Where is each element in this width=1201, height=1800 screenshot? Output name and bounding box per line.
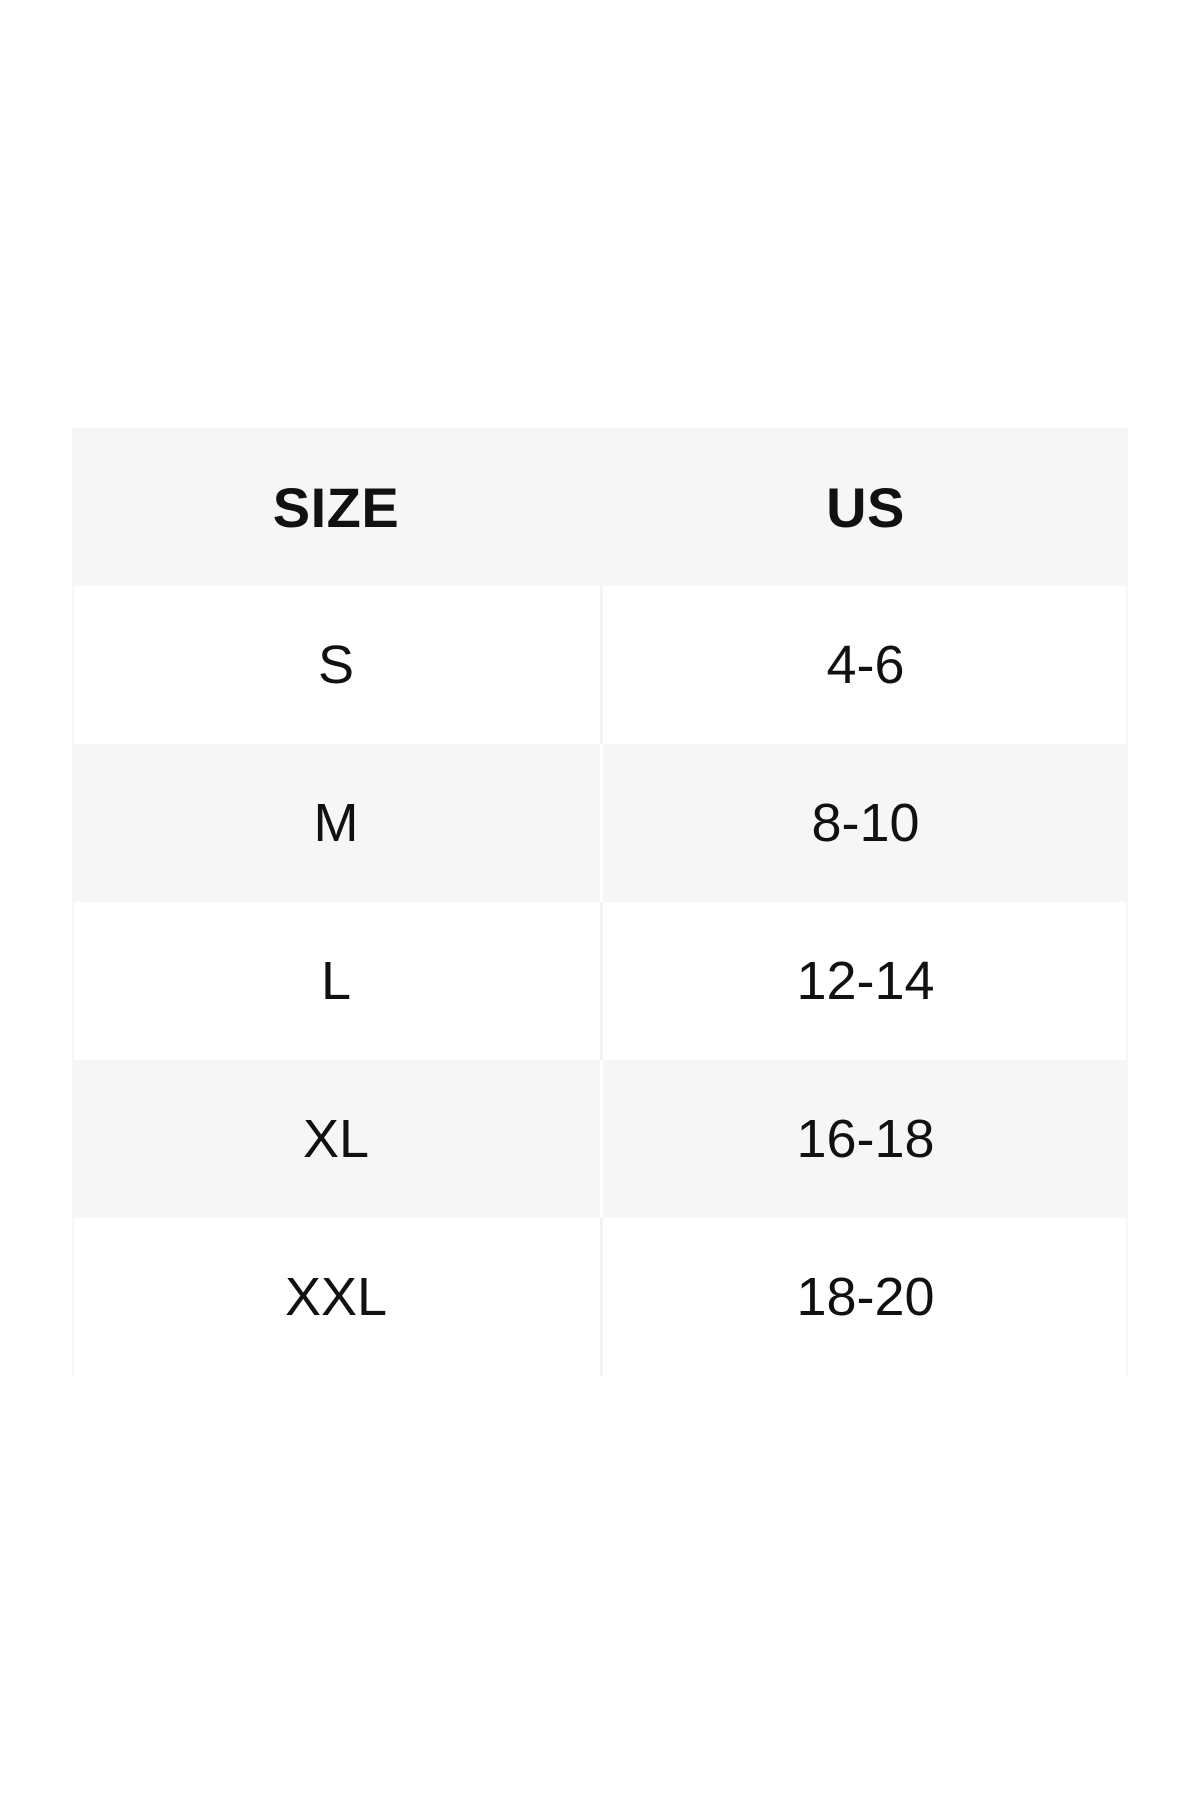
- size-cell: XXL: [72, 1218, 600, 1376]
- header-row: SIZE US: [72, 428, 1128, 586]
- table-row-xl: XL 16-18: [72, 1060, 1128, 1218]
- size-chart-body: S 4-6 M 8-10 L 12-14 XL 16-18 XXL 18-20: [72, 586, 1128, 1376]
- us-cell: 12-14: [600, 902, 1128, 1060]
- header-cell-us: US: [600, 428, 1128, 586]
- size-chart-table: SIZE US S 4-6 M 8-10 L 12-14 XL 16-18 XX…: [72, 428, 1128, 1376]
- size-chart-header: SIZE US: [72, 428, 1128, 586]
- size-cell: S: [72, 586, 600, 744]
- size-cell: XL: [72, 1060, 600, 1218]
- size-cell: M: [72, 744, 600, 902]
- us-cell: 8-10: [600, 744, 1128, 902]
- size-cell: L: [72, 902, 600, 1060]
- table-row-xxl: XXL 18-20: [72, 1218, 1128, 1376]
- table-row-l: L 12-14: [72, 902, 1128, 1060]
- table-row-s: S 4-6: [72, 586, 1128, 744]
- us-cell: 18-20: [600, 1218, 1128, 1376]
- us-cell: 16-18: [600, 1060, 1128, 1218]
- table-row-m: M 8-10: [72, 744, 1128, 902]
- us-cell: 4-6: [600, 586, 1128, 744]
- header-cell-size: SIZE: [72, 428, 600, 586]
